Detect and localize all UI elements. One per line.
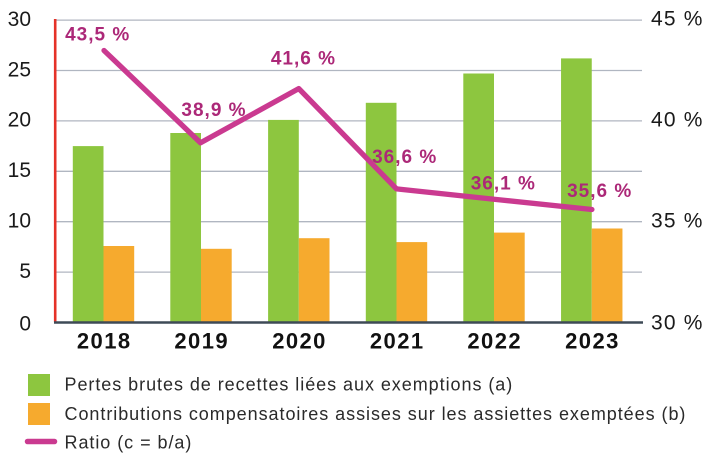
svg-text:5: 5 — [19, 260, 31, 283]
svg-text:36,6 %: 36,6 % — [372, 147, 437, 168]
svg-text:2021: 2021 — [370, 329, 425, 354]
svg-text:36,1 %: 36,1 % — [471, 173, 536, 194]
svg-text:40 %: 40 % — [651, 109, 704, 132]
svg-text:41,6 %: 41,6 % — [271, 49, 336, 70]
svg-text:2023: 2023 — [565, 329, 620, 354]
svg-text:35 %: 35 % — [651, 210, 704, 233]
svg-text:2022: 2022 — [467, 329, 522, 354]
svg-text:43,5 %: 43,5 % — [65, 25, 130, 46]
svg-text:35,6 %: 35,6 % — [567, 181, 632, 202]
svg-text:2018: 2018 — [77, 329, 132, 354]
svg-text:25: 25 — [8, 58, 31, 81]
svg-text:2020: 2020 — [272, 329, 327, 354]
svg-text:Pertes brutes de recettes liée: Pertes brutes de recettes liées aux exem… — [65, 374, 514, 394]
svg-text:20: 20 — [8, 109, 31, 132]
svg-text:45 %: 45 % — [651, 7, 704, 30]
svg-text:30: 30 — [8, 8, 31, 31]
svg-text:38,9 %: 38,9 % — [181, 100, 246, 121]
svg-text:10: 10 — [8, 210, 31, 233]
svg-text:15: 15 — [8, 159, 31, 182]
svg-text:0: 0 — [19, 313, 31, 336]
svg-text:Contributions compensatoires a: Contributions compensatoires assises sur… — [65, 404, 687, 424]
svg-text:2019: 2019 — [174, 329, 229, 354]
svg-text:30 %: 30 % — [651, 312, 704, 335]
svg-text:Ratio (c = b/a): Ratio (c = b/a) — [65, 432, 193, 452]
